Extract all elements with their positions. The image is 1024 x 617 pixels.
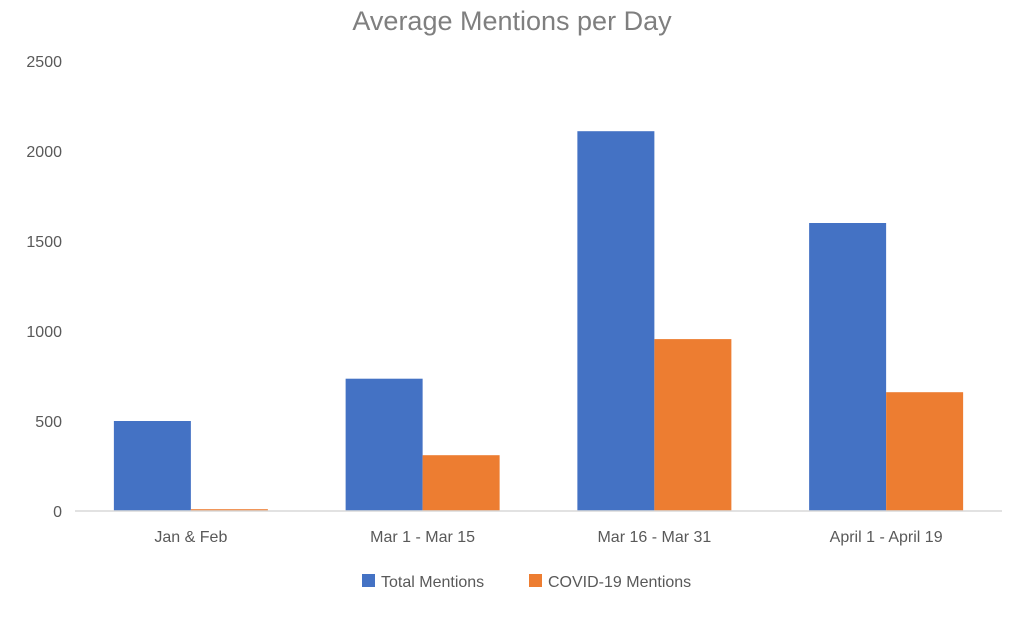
y-tick-label: 0 [53,504,62,521]
chart-title: Average Mentions per Day [352,6,672,36]
bar-covid-19-mentions [654,339,732,511]
y-tick-label: 2500 [26,54,62,71]
bar-total-mentions [113,421,191,511]
legend: Total Mentions COVID-19 Mentions [362,574,691,591]
bar-total-mentions [345,378,423,511]
bar-total-mentions [809,223,887,511]
y-tick-label: 1500 [26,234,62,251]
x-tick-label: Jan & Feb [154,529,227,546]
y-axis-ticks: 0 500 1000 1500 2000 2500 [26,54,62,521]
x-tick-label: April 1 - April 19 [830,529,943,546]
legend-swatch [362,574,375,587]
legend-label: Total Mentions [381,574,484,591]
y-tick-label: 2000 [26,144,62,161]
x-axis-ticks: Jan & Feb Mar 1 - Mar 15 Mar 16 - Mar 31 Ap… [154,529,942,546]
y-tick-label: 1000 [26,324,62,341]
x-tick-label: Mar 16 - Mar 31 [597,529,711,546]
bar-covid-19-mentions [190,509,268,511]
legend-swatch [529,574,542,587]
legend-label: COVID-19 Mentions [548,574,691,591]
bar-total-mentions [577,131,655,511]
bar-covid-19-mentions [422,455,500,511]
bars [113,131,964,511]
x-tick-label: Mar 1 - Mar 15 [370,529,475,546]
bar-covid-19-mentions [886,392,964,511]
y-tick-label: 500 [35,414,62,431]
